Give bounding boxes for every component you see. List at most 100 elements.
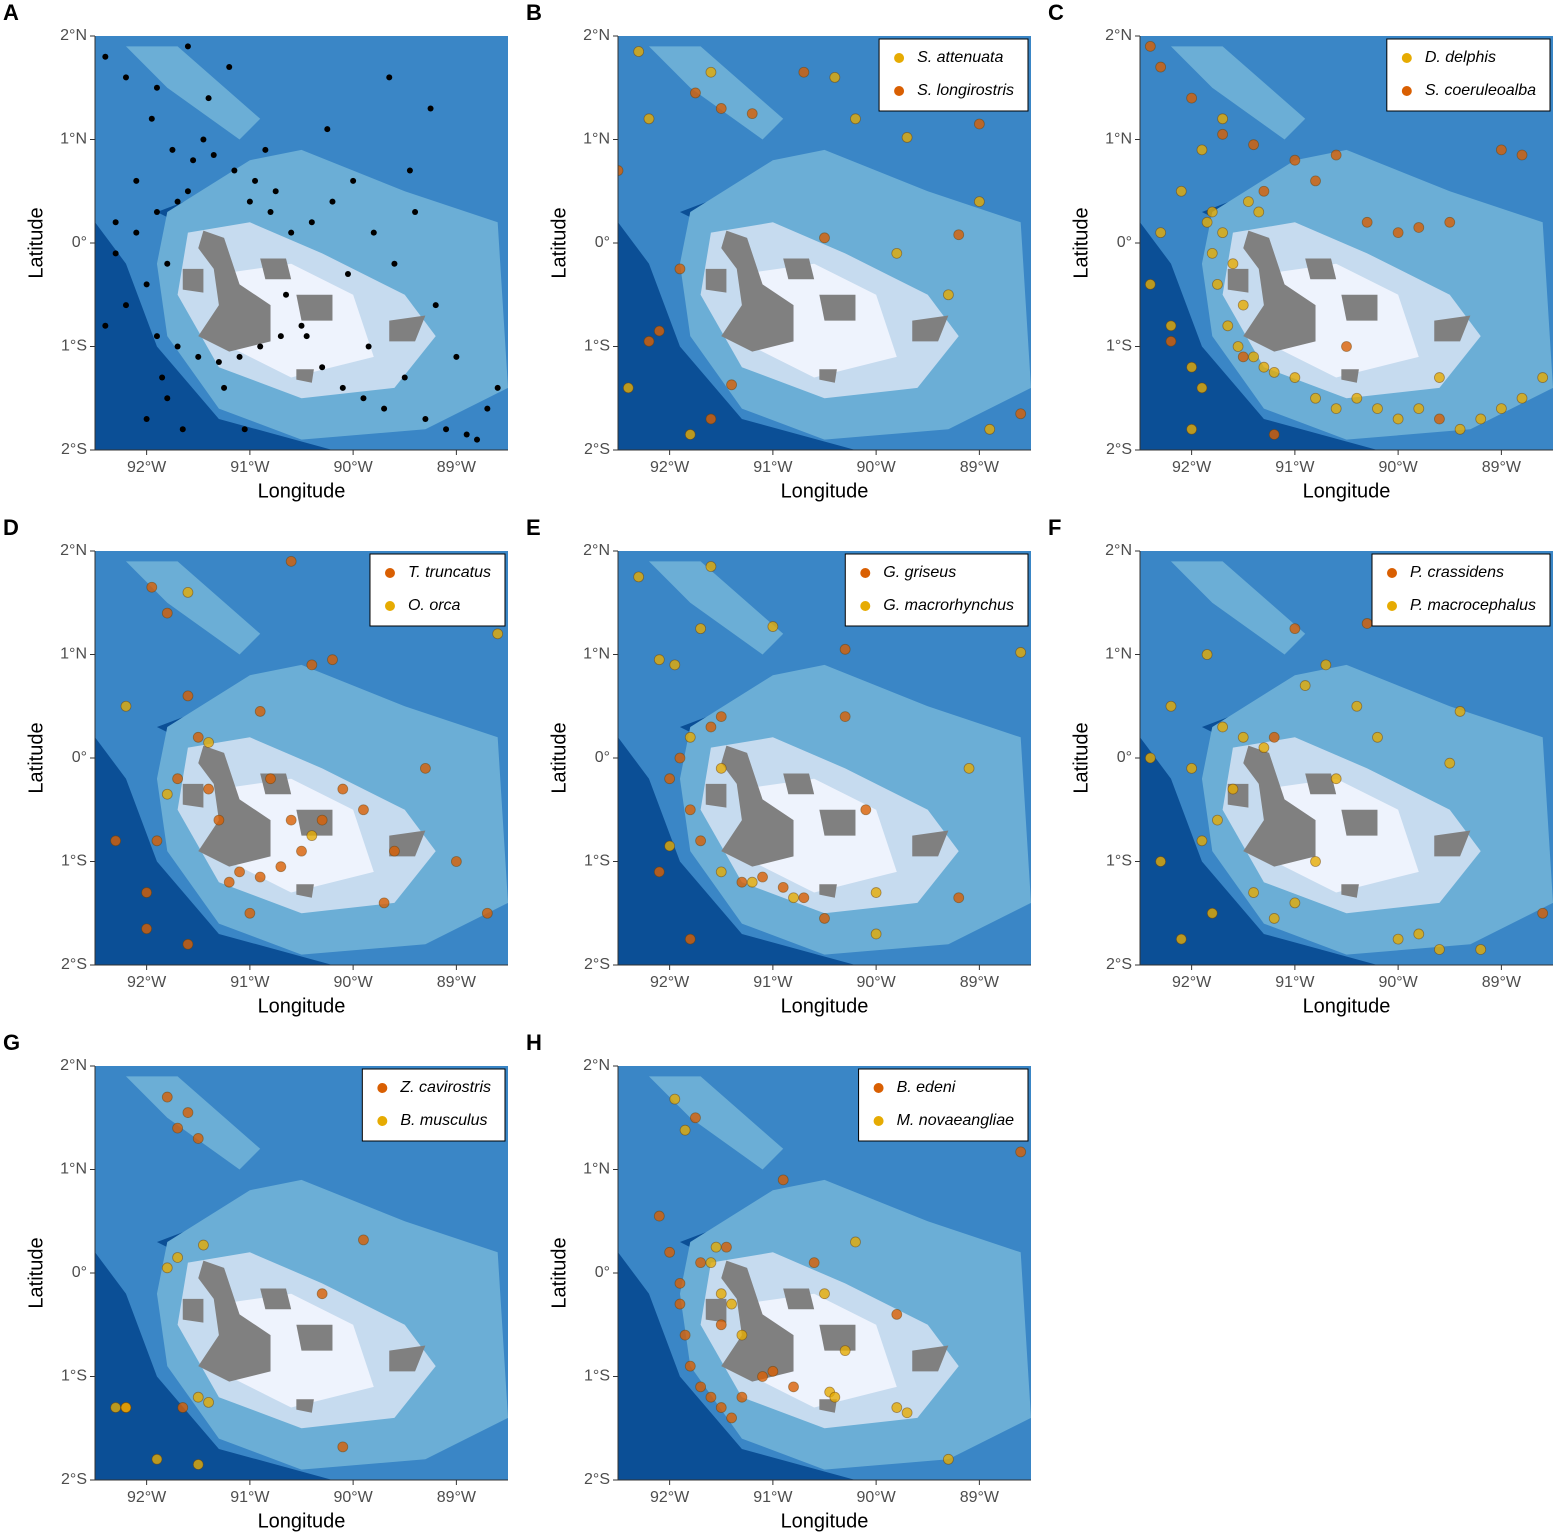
data-point (715, 711, 727, 722)
bathymetry (125, 561, 261, 655)
data-point (1330, 773, 1342, 785)
y-tick-label: 0° (1117, 234, 1132, 251)
data-point (715, 103, 727, 114)
plot-area (618, 551, 1031, 965)
data-point (1015, 408, 1027, 420)
data-point (1248, 139, 1259, 151)
data-point (1454, 706, 1466, 717)
x-axis-title: Longitude (781, 1510, 869, 1532)
data-point (705, 413, 717, 425)
data-point (122, 74, 129, 81)
data-point (303, 333, 310, 340)
data-point (161, 1091, 173, 1103)
data-point (1015, 647, 1027, 658)
data-point (891, 247, 903, 259)
data-point (777, 1174, 789, 1186)
x-tick-label: 91°W (230, 974, 270, 991)
x-tick-label: 91°W (753, 1489, 793, 1506)
y-tick-label: 0° (72, 749, 87, 766)
plot-area (618, 1066, 1031, 1480)
data-point (358, 804, 369, 816)
data-point (1248, 887, 1259, 898)
data-point (241, 426, 248, 433)
x-axis-title: Longitude (258, 480, 346, 502)
data-point (463, 431, 470, 438)
data-point (120, 700, 132, 712)
data-point (432, 302, 439, 309)
data-point (1268, 913, 1280, 924)
data-point (329, 198, 336, 205)
data-point (1155, 227, 1167, 239)
x-tick-label: 92°W (127, 1489, 167, 1506)
bathymetry (648, 1076, 784, 1170)
panel-letter: D (3, 515, 19, 540)
bathymetry (296, 369, 314, 383)
data-point (190, 157, 197, 164)
data-point (1299, 680, 1311, 691)
data-point (829, 1391, 841, 1403)
data-point (1258, 185, 1270, 197)
data-point (337, 1441, 349, 1453)
panel: 92°W 91°W 90°W 89°W 2°N 1°N 0° 1°S 2°S Longitude L… (1048, 515, 1553, 1017)
data-point (120, 1402, 132, 1413)
data-point (102, 322, 109, 329)
y-axis-title: Latitude (25, 722, 47, 793)
data-point (674, 1298, 686, 1310)
data-point (324, 126, 331, 133)
x-tick-label: 92°W (127, 459, 167, 476)
legend-marker (384, 568, 395, 578)
bathymetry (389, 1345, 426, 1372)
data-point (839, 711, 851, 722)
data-point (715, 1288, 727, 1300)
x-tick-label: 89°W (437, 1489, 477, 1506)
data-point (1227, 783, 1239, 795)
y-tick-label: 1°N (583, 1161, 610, 1178)
data-point (695, 835, 706, 847)
data-point (653, 866, 665, 878)
data-point (973, 118, 985, 130)
bathymetry (182, 783, 204, 808)
y-tick-label: 2°N (583, 542, 610, 559)
data-point (798, 66, 810, 78)
data-point (1434, 413, 1445, 425)
data-point (277, 333, 284, 340)
data-point (1392, 933, 1404, 945)
x-tick-label: 89°W (960, 459, 1000, 476)
data-point (870, 928, 882, 940)
data-point (819, 913, 830, 924)
data-point (205, 95, 212, 102)
data-point (705, 1391, 717, 1403)
bathymetry (1434, 315, 1471, 342)
data-point (257, 343, 264, 350)
y-tick-label: 2°N (60, 542, 87, 559)
data-point (153, 333, 160, 340)
x-tick-label: 92°W (127, 974, 167, 991)
x-tick-label: 90°W (856, 459, 896, 476)
bathymetry (721, 230, 794, 352)
data-point (1268, 429, 1280, 440)
data-point (1495, 403, 1507, 415)
x-tick-label: 92°W (650, 459, 690, 476)
data-point (891, 1309, 903, 1320)
data-point (726, 1412, 737, 1424)
bathymetry (1243, 230, 1316, 352)
bathymetry (741, 263, 897, 378)
data-point (1212, 814, 1223, 826)
data-point (643, 113, 655, 125)
data-point (1289, 623, 1301, 635)
x-axis-title: Longitude (781, 480, 869, 502)
data-point (1186, 92, 1198, 104)
data-point (164, 260, 171, 267)
data-point (1289, 372, 1301, 383)
data-point (153, 84, 160, 91)
data-point (1351, 392, 1363, 404)
plot-area (95, 551, 508, 965)
data-point (1320, 659, 1332, 671)
y-axis-title: Latitude (25, 1237, 47, 1308)
data-point (215, 359, 222, 366)
bathymetry (260, 1288, 292, 1310)
data-point (829, 72, 841, 83)
data-point (808, 1257, 820, 1269)
data-point (244, 907, 256, 919)
bathymetry (125, 1076, 261, 1170)
